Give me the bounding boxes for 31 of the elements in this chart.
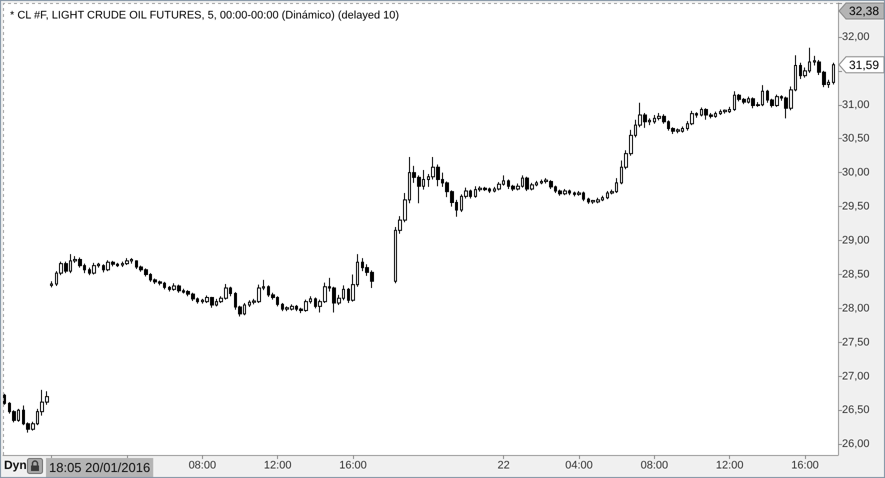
text: 32,38 [849, 4, 880, 18]
annotation: 31,59 [849, 58, 880, 72]
text: * CL #F, LIGHT CRUDE OIL FUTURES, 5, 00:00-00:00 (Dinámico) (delayed 10) [10, 10, 400, 22]
x-tick-label: 22 [498, 460, 510, 472]
x-tick-label: 16:00 [791, 460, 819, 472]
text: 18:05 20/01/2016 [49, 460, 150, 475]
y-tick-label: 26,50 [842, 404, 870, 416]
y-tick-label: 26,00 [842, 438, 870, 450]
x-tick-label: 08:00 [188, 460, 216, 472]
candlestick [3, 393, 6, 406]
y-tick-label: 27,00 [842, 370, 870, 382]
y-tick-label: 31,00 [842, 98, 870, 111]
y-tick-label: 28,50 [842, 268, 870, 280]
candlestick [50, 280, 53, 288]
y-tick-label: 32,00 [842, 30, 870, 43]
y-tick-label: 28,00 [842, 302, 870, 314]
text: Dyn [4, 458, 27, 472]
candlestick [832, 62, 835, 85]
candlestick [92, 262, 96, 275]
candlestick [125, 258, 129, 266]
x-tick-label: 04:00 [565, 460, 593, 472]
x-tick-label: 12:00 [264, 460, 292, 472]
x-tick-label: 16:00 [339, 460, 367, 472]
y-tick-label: 30,00 [842, 166, 870, 179]
candlestick [723, 109, 727, 114]
y-tick-label: 29,00 [842, 234, 870, 247]
x-tick-label: 08:00 [640, 460, 668, 472]
x-tick-label: 12:00 [716, 460, 744, 472]
y-tick-label: 29,50 [842, 200, 870, 213]
y-tick-label: 27,50 [842, 336, 870, 348]
y-tick-label: 30,50 [842, 132, 870, 145]
